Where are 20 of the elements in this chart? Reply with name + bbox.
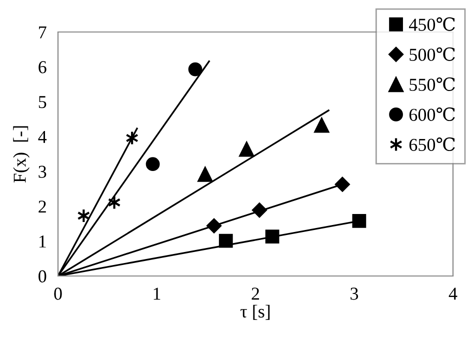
legend-label: 450℃	[409, 17, 455, 31]
legend-label: 500℃	[410, 47, 455, 61]
x-tick-label: 0	[54, 288, 62, 300]
x-tick-label: 1	[154, 288, 160, 300]
legend-label: 650℃	[409, 137, 455, 152]
y-tick-label: 5	[38, 96, 46, 108]
y-tick-label: 4	[38, 130, 47, 143]
y-tick-label: 7	[39, 26, 46, 38]
y-tick-label: 3	[38, 166, 46, 178]
y-tick-label: 2	[38, 200, 46, 213]
x-tick-label: 2	[252, 288, 260, 300]
y-tick-label: 6	[38, 61, 46, 74]
legend-label: 550℃	[410, 77, 455, 92]
x-axis-title: τ [s]	[240, 304, 270, 320]
y-axis-title: F(x) [-]	[13, 126, 30, 183]
x-tick-label: 3	[350, 288, 358, 300]
y-tick-label: 0	[38, 270, 46, 282]
x-tick-label: 4	[448, 288, 458, 300]
y-tick-label: 1	[39, 235, 46, 248]
legend-label: 600℃	[409, 107, 455, 122]
